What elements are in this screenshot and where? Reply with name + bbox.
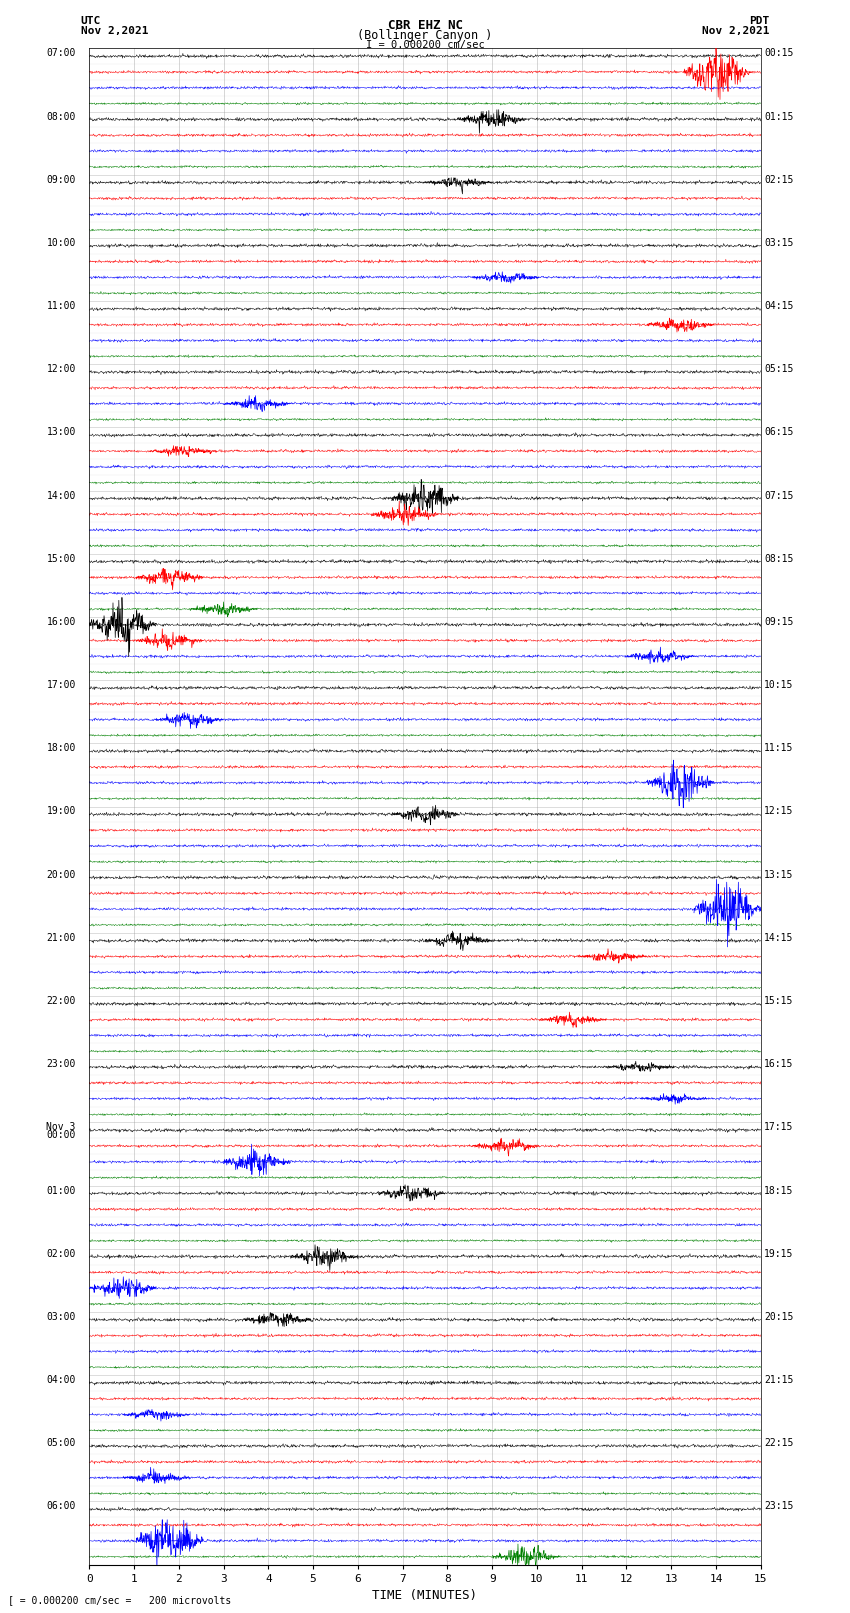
Text: 02:00: 02:00	[47, 1248, 76, 1258]
Text: 17:00: 17:00	[47, 681, 76, 690]
Text: (Bollinger Canyon ): (Bollinger Canyon )	[357, 29, 493, 42]
Text: CBR EHZ NC: CBR EHZ NC	[388, 19, 462, 32]
Text: 16:15: 16:15	[764, 1060, 794, 1069]
Text: 10:15: 10:15	[764, 681, 794, 690]
Text: UTC: UTC	[81, 16, 101, 26]
Text: 06:15: 06:15	[764, 427, 794, 437]
Text: 18:15: 18:15	[764, 1186, 794, 1195]
X-axis label: TIME (MINUTES): TIME (MINUTES)	[372, 1589, 478, 1602]
Text: 23:00: 23:00	[47, 1060, 76, 1069]
Text: Nov 2,2021: Nov 2,2021	[702, 26, 769, 35]
Text: 22:00: 22:00	[47, 995, 76, 1007]
Text: 00:15: 00:15	[764, 48, 794, 58]
Text: 04:15: 04:15	[764, 302, 794, 311]
Text: 03:15: 03:15	[764, 239, 794, 248]
Text: 18:00: 18:00	[47, 744, 76, 753]
Text: 13:00: 13:00	[47, 427, 76, 437]
Text: 07:00: 07:00	[47, 48, 76, 58]
Text: 16:00: 16:00	[47, 618, 76, 627]
Text: PDT: PDT	[749, 16, 769, 26]
Text: 11:15: 11:15	[764, 744, 794, 753]
Text: 14:15: 14:15	[764, 932, 794, 944]
Text: 05:00: 05:00	[47, 1439, 76, 1448]
Text: 12:00: 12:00	[47, 365, 76, 374]
Text: 19:15: 19:15	[764, 1248, 794, 1258]
Text: 20:00: 20:00	[47, 869, 76, 879]
Text: 09:15: 09:15	[764, 618, 794, 627]
Text: 11:00: 11:00	[47, 302, 76, 311]
Text: 15:15: 15:15	[764, 995, 794, 1007]
Text: 23:15: 23:15	[764, 1502, 794, 1511]
Text: 03:00: 03:00	[47, 1311, 76, 1323]
Text: [ = 0.000200 cm/sec =   200 microvolts: [ = 0.000200 cm/sec = 200 microvolts	[8, 1595, 232, 1605]
Text: 04:00: 04:00	[47, 1374, 76, 1386]
Text: 09:00: 09:00	[47, 174, 76, 185]
Text: 01:00: 01:00	[47, 1186, 76, 1195]
Text: 08:15: 08:15	[764, 553, 794, 565]
Text: 14:00: 14:00	[47, 490, 76, 500]
Text: Nov 2,2021: Nov 2,2021	[81, 26, 148, 35]
Text: 07:15: 07:15	[764, 490, 794, 500]
Text: 00:00: 00:00	[47, 1131, 76, 1140]
Text: 15:00: 15:00	[47, 553, 76, 565]
Text: 08:00: 08:00	[47, 111, 76, 121]
Text: 22:15: 22:15	[764, 1439, 794, 1448]
Text: 19:00: 19:00	[47, 806, 76, 816]
Text: 05:15: 05:15	[764, 365, 794, 374]
Text: 21:00: 21:00	[47, 932, 76, 944]
Text: 12:15: 12:15	[764, 806, 794, 816]
Text: 21:15: 21:15	[764, 1374, 794, 1386]
Text: 17:15: 17:15	[764, 1123, 794, 1132]
Text: 13:15: 13:15	[764, 869, 794, 879]
Text: 02:15: 02:15	[764, 174, 794, 185]
Text: 20:15: 20:15	[764, 1311, 794, 1323]
Text: Nov 3: Nov 3	[47, 1123, 76, 1132]
Text: I = 0.000200 cm/sec: I = 0.000200 cm/sec	[366, 40, 484, 50]
Text: 06:00: 06:00	[47, 1502, 76, 1511]
Text: 10:00: 10:00	[47, 239, 76, 248]
Text: 01:15: 01:15	[764, 111, 794, 121]
